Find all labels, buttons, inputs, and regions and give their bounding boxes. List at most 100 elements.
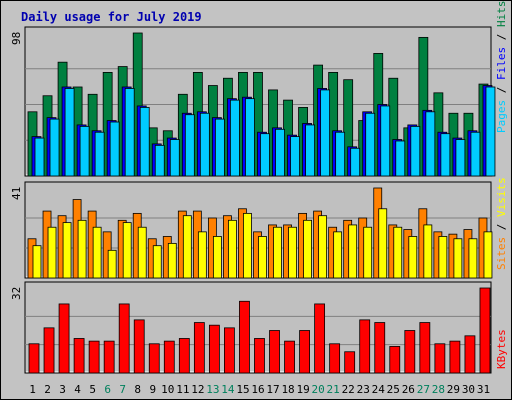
kbytes-panel-bar-kbytes-23 xyxy=(359,319,371,374)
chart-title: Daily usage for July 2019 xyxy=(21,10,202,24)
kbytes-panel-legend: KBytes xyxy=(495,329,508,369)
hits-panel-bar-pages-10 xyxy=(169,139,180,177)
day-label-5: 5 xyxy=(89,383,96,396)
day-label-19: 19 xyxy=(296,383,309,396)
legend-separator: / xyxy=(495,27,508,47)
kbytes-panel-bar-kbytes-6 xyxy=(103,340,115,374)
kbytes-panel-bar-kbytes-27 xyxy=(419,322,431,374)
sites-panel-bar-visits-29 xyxy=(453,238,463,279)
sites-panel-bar-visits-15 xyxy=(243,212,252,279)
day-label-24: 24 xyxy=(372,383,386,396)
sites-panel-bar-visits-22 xyxy=(348,224,358,279)
kbytes-panel-bar-kbytes-29 xyxy=(449,340,461,374)
hits-panel-bar-pages-2 xyxy=(49,118,60,177)
sites-panel-bar-visits-25 xyxy=(393,226,403,279)
legend-sites: Sites xyxy=(495,237,508,270)
hits-panel-bar-pages-16 xyxy=(260,133,270,177)
day-label-16: 16 xyxy=(251,383,264,396)
hits-panel-bar-pages-12 xyxy=(199,112,210,177)
sites-panel-bar-visits-17 xyxy=(273,226,282,279)
day-label-26: 26 xyxy=(402,383,415,396)
kbytes-panel-bar-kbytes-20 xyxy=(314,303,326,374)
sites-panel-bar-visits-26 xyxy=(408,236,418,279)
sites-panel-bar-visits-2 xyxy=(47,226,57,279)
kbytes-panel-bar-kbytes-4 xyxy=(73,338,85,374)
kbytes-panel-bar-kbytes-15 xyxy=(239,300,250,374)
kbytes-panel-bar-kbytes-21 xyxy=(329,343,341,374)
day-label-27: 27 xyxy=(417,383,430,396)
hits-panel-bar-pages-11 xyxy=(184,114,195,177)
day-label-11: 11 xyxy=(176,383,189,396)
sites-panel-bar-visits-23 xyxy=(363,226,373,279)
day-label-23: 23 xyxy=(357,383,370,396)
sites-panel-bar-visits-11 xyxy=(182,215,192,279)
day-label-6: 6 xyxy=(104,383,111,396)
day-label-12: 12 xyxy=(191,383,204,396)
hits-panel-bar-pages-15 xyxy=(245,98,255,177)
day-label-28: 28 xyxy=(432,383,445,396)
hits-panel-bar-pages-19 xyxy=(305,124,315,177)
legend-separator: / xyxy=(495,80,508,100)
legend-files: Files xyxy=(495,47,508,80)
kbytes-panel-bar-kbytes-7 xyxy=(118,303,130,374)
legend-hits: Hits xyxy=(495,1,508,27)
sites-panel-bar-visits-4 xyxy=(77,219,87,279)
legend-kbytes: KBytes xyxy=(495,329,508,369)
kbytes-panel-bar-kbytes-13 xyxy=(208,324,220,374)
hits-panel-bar-pages-28 xyxy=(440,133,451,177)
kbytes-panel-bar-kbytes-9 xyxy=(148,343,160,374)
sites-panel-bar-visits-19 xyxy=(303,219,312,279)
sites-panel-bar-visits-1 xyxy=(32,245,42,279)
hits-panel-bar-pages-31 xyxy=(485,86,496,177)
hits-panel-bar-pages-14 xyxy=(230,99,240,177)
legend-separator: / xyxy=(495,217,508,237)
hits-panel-bar-pages-17 xyxy=(275,128,285,177)
sites-panel-bar-visits-5 xyxy=(92,226,102,279)
kbytes-panel-bar-kbytes-28 xyxy=(434,343,446,374)
kbytes-panel-bar-kbytes-26 xyxy=(404,330,416,374)
day-label-4: 4 xyxy=(74,383,81,396)
sites-panel-bar-visits-9 xyxy=(152,245,162,279)
sites-panel-bar-visits-27 xyxy=(423,224,433,279)
sites-panel-bar-visits-13 xyxy=(212,236,222,279)
day-label-29: 29 xyxy=(447,383,460,396)
hits-panel-bar-pages-22 xyxy=(350,147,361,177)
kbytes-panel-bar-kbytes-8 xyxy=(133,319,145,374)
hits-panel-bar-pages-20 xyxy=(320,89,331,177)
day-label-31: 31 xyxy=(477,383,490,396)
sites-panel-bar-visits-20 xyxy=(318,215,328,279)
sites-panel-bar-visits-28 xyxy=(438,236,448,279)
hits-panel-bar-pages-24 xyxy=(380,105,391,177)
day-label-15: 15 xyxy=(236,383,249,396)
day-label-3: 3 xyxy=(59,383,66,396)
day-label-30: 30 xyxy=(462,383,475,396)
day-label-14: 14 xyxy=(221,383,235,396)
hits-panel-bar-pages-1 xyxy=(34,137,45,177)
day-label-7: 7 xyxy=(119,383,126,396)
hits-panel-bar-pages-30 xyxy=(470,131,481,177)
day-label-8: 8 xyxy=(134,383,141,396)
hits-panel-bar-pages-21 xyxy=(335,131,346,177)
sites-panel-bar-visits-7 xyxy=(122,222,132,279)
hits-panel-bar-pages-5 xyxy=(94,131,105,177)
kbytes-panel-bar-kbytes-2 xyxy=(43,327,55,374)
hits-panel-bar-pages-26 xyxy=(410,125,421,177)
sites-panel-bar-visits-14 xyxy=(228,219,237,279)
sites-panel-bar-visits-18 xyxy=(288,226,297,279)
sites-panel-legend: Sites / Visits xyxy=(495,177,508,270)
sites-panel-bar-visits-10 xyxy=(167,242,177,279)
sites-panel-bar-visits-6 xyxy=(107,249,117,279)
hits-panel-bar-pages-7 xyxy=(124,88,135,177)
hits-panel-bar-pages-8 xyxy=(139,107,150,177)
sites-panel-bar-visits-31 xyxy=(483,231,493,279)
kbytes-panel-bar-kbytes-16 xyxy=(254,338,265,374)
kbytes-panel-bar-kbytes-22 xyxy=(344,351,356,374)
hits-panel-bar-pages-6 xyxy=(109,121,120,177)
sites-panel-bar-visits-24 xyxy=(378,208,388,279)
day-label-22: 22 xyxy=(342,383,355,396)
sites-panel-bar-visits-12 xyxy=(197,231,207,279)
sites-panel-ymax-label: 41 xyxy=(10,187,23,200)
day-label-2: 2 xyxy=(44,383,51,396)
